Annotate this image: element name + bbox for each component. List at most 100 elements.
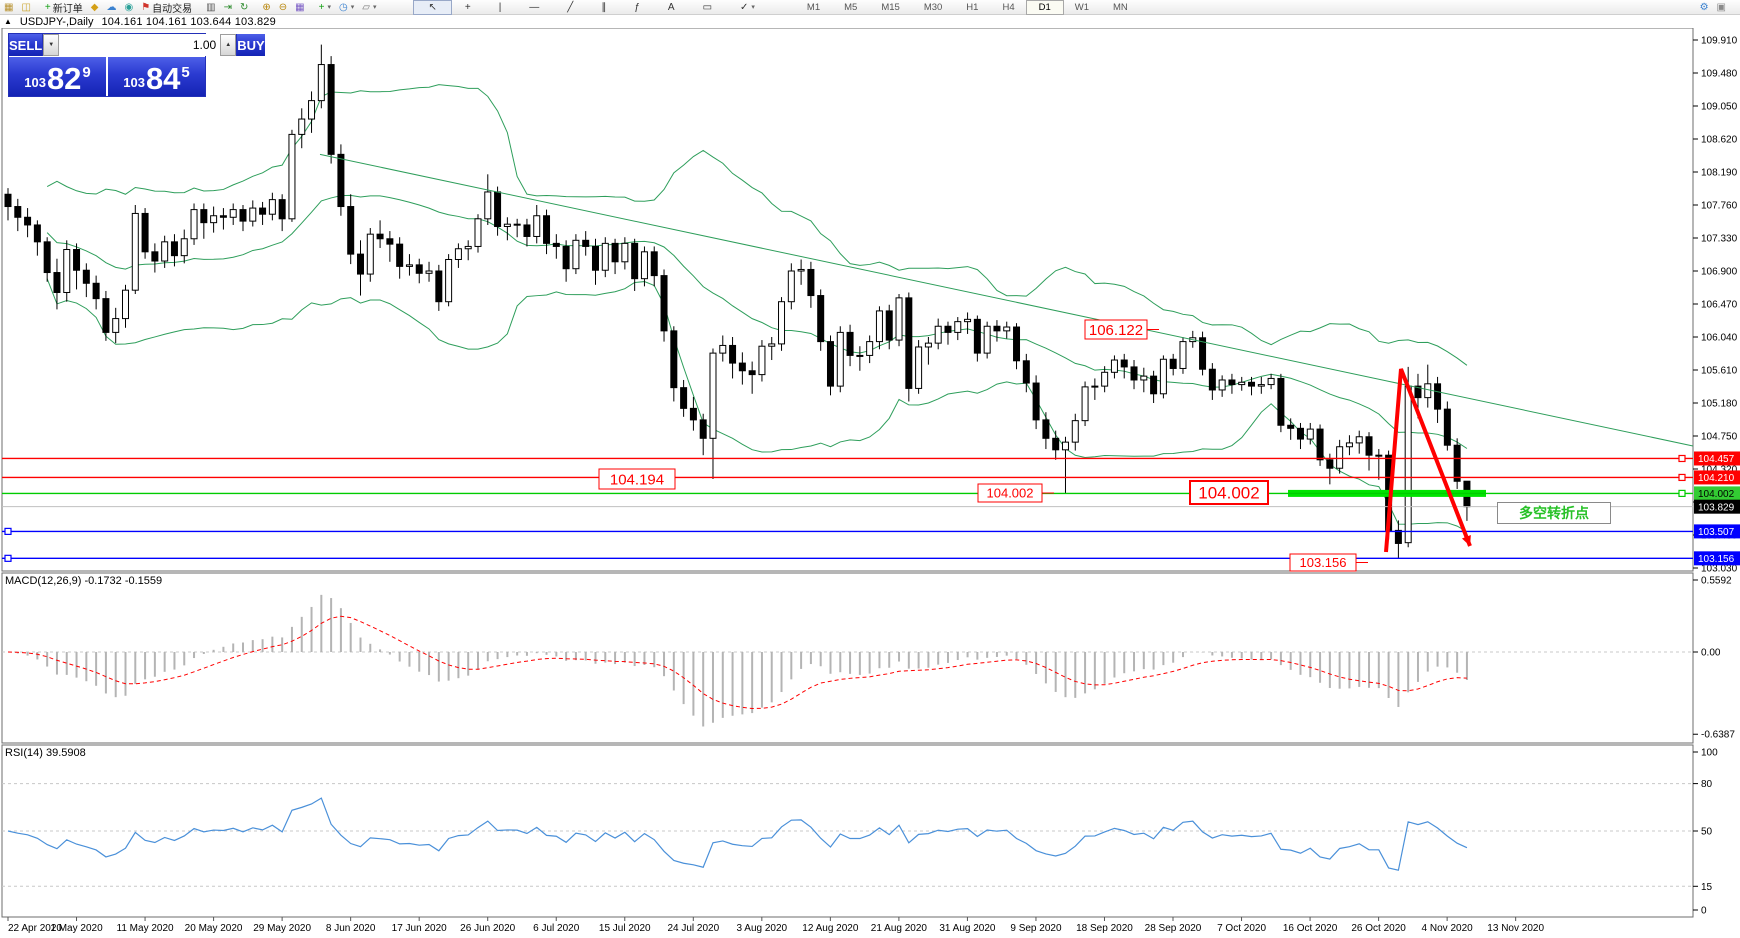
channel-tool[interactable]: ∥ bbox=[587, 1, 620, 14]
new-order-button[interactable]: + 新订单 bbox=[41, 1, 87, 15]
label-tool[interactable]: ▭ bbox=[689, 1, 726, 14]
timeframe-h1[interactable]: H1 bbox=[966, 1, 979, 13]
svg-text:6 Jul 2020: 6 Jul 2020 bbox=[533, 923, 580, 934]
tile-windows-icon[interactable]: ▦ bbox=[291, 1, 308, 14]
svg-text:8 Jun 2020: 8 Jun 2020 bbox=[326, 923, 376, 934]
templates-button-dropdown[interactable]: ▾ bbox=[372, 4, 377, 11]
sell-price-pips: 82 bbox=[46, 61, 82, 96]
timeframe-h4[interactable]: H4 bbox=[1002, 1, 1015, 13]
timeframe-d1[interactable]: D1 bbox=[1025, 0, 1064, 15]
zoom-out-icon[interactable]: ⊖ bbox=[275, 1, 291, 14]
crosshair-window-icon: ▥ bbox=[206, 1, 216, 13]
new-chart-icon[interactable]: ▦ bbox=[0, 1, 17, 14]
new-order-button-label: 新订单 bbox=[52, 3, 83, 15]
svg-text:103.156: 103.156 bbox=[1300, 555, 1347, 570]
svg-text:29 May 2020: 29 May 2020 bbox=[253, 923, 311, 934]
community-icon: ◉ bbox=[124, 1, 134, 13]
one-click-trading-panel: SELL ▼ ▲ BUY 103 82 9 103 84 5 bbox=[8, 33, 265, 97]
timeframe-m30[interactable]: M30 bbox=[923, 1, 943, 13]
symbols-icon: ◆ bbox=[90, 1, 99, 13]
svg-text:105.610: 105.610 bbox=[1701, 366, 1738, 377]
horizontal-line-tool: — bbox=[529, 1, 540, 13]
timeframe-m15[interactable]: M15 bbox=[881, 1, 900, 13]
sell-price-button[interactable]: 103 82 9 bbox=[9, 57, 106, 96]
toolbar-timeframe-group: M1 M5 M15 M30 H1 H4 D1 W1 MN bbox=[795, 0, 1140, 15]
crosshair-tool[interactable]: + bbox=[451, 1, 485, 14]
rsi-panel: 100 80 50 15 0 bbox=[2, 748, 1718, 917]
auto-scroll-icon: ↻ bbox=[240, 1, 249, 13]
svg-text:0.5592: 0.5592 bbox=[1701, 576, 1732, 587]
buy-price-button[interactable]: 103 84 5 bbox=[108, 57, 205, 96]
symbols-icon[interactable]: ◆ bbox=[87, 1, 103, 14]
svg-text:104.002: 104.002 bbox=[1698, 489, 1735, 500]
callout-box-104.002[interactable] bbox=[1189, 480, 1269, 505]
vertical-line-tool[interactable]: | bbox=[485, 1, 516, 14]
svg-text:103.829: 103.829 bbox=[1698, 502, 1735, 513]
axis-price-labels: 104.457 104.210 104.002 103.507 103.156 103.8… bbox=[1694, 451, 1740, 566]
algo-trading-button: ⚑ bbox=[141, 1, 151, 13]
buy-button[interactable]: BUY bbox=[237, 34, 265, 56]
timeframe-m5[interactable]: M5 bbox=[844, 1, 858, 13]
profiles-icon[interactable]: ◫ bbox=[17, 1, 34, 14]
callout-box-104.194[interactable] bbox=[598, 468, 676, 490]
svg-text:104.210: 104.210 bbox=[1698, 473, 1735, 484]
zoom-in-icon[interactable]: ⊕ bbox=[258, 1, 274, 14]
svg-text:7 Oct 2020: 7 Oct 2020 bbox=[1217, 923, 1266, 934]
timeframe-m1[interactable]: M1 bbox=[806, 1, 821, 13]
auto-scroll-icon[interactable]: ↻ bbox=[236, 1, 252, 14]
horizontal-line-tool[interactable]: — bbox=[515, 1, 553, 14]
volume-down-button[interactable]: ▼ bbox=[43, 34, 60, 56]
sell-button[interactable]: SELL bbox=[9, 34, 43, 56]
horizontal-price-lines bbox=[2, 454, 1693, 562]
sell-price-figure: 103 bbox=[24, 75, 46, 90]
timeframe-mn[interactable]: MN bbox=[1113, 1, 1128, 13]
vertical-line-tool: | bbox=[498, 1, 502, 13]
chat-icon[interactable]: ▣ bbox=[1713, 1, 1730, 14]
channel-tool: ∥ bbox=[601, 1, 607, 13]
svg-text:104.320: 104.320 bbox=[1701, 465, 1738, 476]
community-icon[interactable]: ◉ bbox=[120, 1, 137, 14]
arrow-head bbox=[1461, 535, 1471, 546]
periods-button[interactable]: ◷ ▾ bbox=[335, 1, 358, 14]
descending-trendline[interactable] bbox=[319, 153, 1694, 447]
buy-price-point: 5 bbox=[181, 64, 190, 81]
new-order-button: + bbox=[44, 1, 51, 13]
cloud-icon[interactable]: ☁ bbox=[102, 1, 120, 14]
svg-text:16 Oct 2020: 16 Oct 2020 bbox=[1283, 923, 1338, 934]
algo-trading-button[interactable]: ⚑ 自动交易 bbox=[137, 1, 196, 15]
svg-text:80: 80 bbox=[1701, 779, 1713, 790]
text-tool[interactable]: A bbox=[654, 1, 689, 14]
svg-text:21 Aug 2020: 21 Aug 2020 bbox=[871, 923, 928, 934]
style-manager-icon[interactable]: ⚙ bbox=[1696, 1, 1713, 14]
svg-text:104.457: 104.457 bbox=[1698, 454, 1735, 465]
svg-text:103.156: 103.156 bbox=[1698, 554, 1735, 565]
arrows-tool[interactable]: ✓ ▾ bbox=[726, 1, 769, 14]
macd-panel: 0.5592 0.00 -0.6387 bbox=[2, 576, 1735, 741]
indicators-button[interactable]: + ▾ bbox=[315, 1, 335, 14]
templates-button[interactable]: ▱ ▾ bbox=[358, 1, 380, 14]
volume-input[interactable] bbox=[59, 34, 221, 56]
cursor-tool[interactable]: ↖ bbox=[413, 0, 452, 15]
trendline-tool[interactable]: ╱ bbox=[553, 1, 587, 14]
sell-price-point: 9 bbox=[82, 64, 91, 81]
indicators-button: + bbox=[318, 1, 325, 13]
trade-direction-arrow[interactable] bbox=[1384, 368, 1472, 553]
periods-button-dropdown[interactable]: ▾ bbox=[350, 4, 355, 11]
crosshair-window-icon[interactable]: ▥ bbox=[202, 1, 219, 14]
svg-text:18 Sep 2020: 18 Sep 2020 bbox=[1076, 923, 1133, 934]
buy-price-pips: 84 bbox=[145, 61, 181, 96]
svg-text:0: 0 bbox=[1701, 906, 1707, 917]
svg-text:24 Jul 2020: 24 Jul 2020 bbox=[667, 923, 719, 934]
chart-shift-icon[interactable]: ⇥ bbox=[220, 1, 236, 14]
timeframe-w1[interactable]: W1 bbox=[1074, 1, 1090, 13]
svg-text:106.470: 106.470 bbox=[1701, 300, 1738, 311]
svg-text:20 May 2020: 20 May 2020 bbox=[185, 923, 243, 934]
volume-up-button[interactable]: ▲ bbox=[220, 34, 237, 56]
turning-point-annotation[interactable]: 多空转折点 bbox=[1497, 502, 1611, 524]
collapse-panel-arrow[interactable]: ▲ bbox=[4, 17, 12, 26]
arrows-tool-dropdown[interactable]: ▾ bbox=[751, 4, 755, 11]
fibonacci-tool[interactable]: ƒ bbox=[620, 1, 654, 14]
indicators-button-dropdown[interactable]: ▾ bbox=[327, 4, 331, 11]
